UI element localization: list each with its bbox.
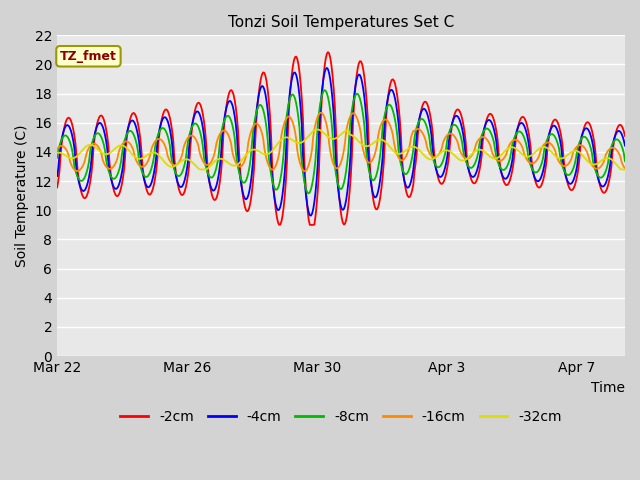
Line: -16cm: -16cm xyxy=(57,113,625,171)
Y-axis label: Soil Temperature (C): Soil Temperature (C) xyxy=(15,124,29,267)
-16cm xyxy=(329,158,337,164)
-32cm xyxy=(621,167,629,172)
-2cm xyxy=(53,184,61,190)
-8cm xyxy=(329,131,337,136)
-4cm xyxy=(363,121,371,127)
-2cm xyxy=(324,49,332,55)
Legend: -2cm, -4cm, -8cm, -16cm, -32cm: -2cm, -4cm, -8cm, -16cm, -32cm xyxy=(115,405,568,430)
-2cm xyxy=(394,94,401,100)
-8cm xyxy=(321,87,328,93)
Text: TZ_fmet: TZ_fmet xyxy=(60,50,117,63)
-32cm xyxy=(521,153,529,159)
-8cm xyxy=(325,100,333,106)
Line: -32cm: -32cm xyxy=(57,130,625,169)
-4cm xyxy=(394,110,401,116)
-32cm xyxy=(610,158,618,164)
-8cm xyxy=(53,155,61,160)
Line: -4cm: -4cm xyxy=(57,68,625,216)
-2cm xyxy=(306,222,314,228)
X-axis label: Time: Time xyxy=(591,381,625,395)
-8cm xyxy=(621,158,629,164)
-16cm xyxy=(521,153,529,158)
-4cm xyxy=(323,65,331,71)
-2cm xyxy=(325,50,333,56)
-32cm xyxy=(394,151,401,156)
Line: -2cm: -2cm xyxy=(57,52,625,225)
-32cm xyxy=(314,127,321,132)
-16cm xyxy=(363,157,371,163)
-4cm xyxy=(325,71,333,76)
-2cm xyxy=(621,133,629,139)
-8cm xyxy=(394,133,401,139)
Title: Tonzi Soil Temperatures Set C: Tonzi Soil Temperatures Set C xyxy=(228,15,454,30)
-16cm xyxy=(610,145,618,151)
-16cm xyxy=(317,110,325,116)
-32cm xyxy=(53,150,61,156)
-16cm xyxy=(394,153,401,158)
-4cm xyxy=(53,173,61,179)
-8cm xyxy=(521,137,529,143)
-32cm xyxy=(325,135,333,141)
-4cm xyxy=(610,138,618,144)
-8cm xyxy=(610,139,618,144)
-32cm xyxy=(363,144,371,149)
-16cm xyxy=(325,141,333,146)
-4cm xyxy=(521,124,529,130)
-2cm xyxy=(610,141,618,147)
-4cm xyxy=(329,97,337,103)
-2cm xyxy=(329,72,337,78)
-32cm xyxy=(329,136,337,142)
-4cm xyxy=(621,143,629,148)
-8cm xyxy=(363,153,371,159)
-16cm xyxy=(53,146,61,152)
-16cm xyxy=(621,166,629,171)
Line: -8cm: -8cm xyxy=(57,90,625,193)
-32cm xyxy=(196,167,204,172)
-2cm xyxy=(363,98,371,104)
-8cm xyxy=(305,191,312,196)
-2cm xyxy=(521,116,529,122)
-16cm xyxy=(300,168,308,174)
-4cm xyxy=(307,213,315,218)
